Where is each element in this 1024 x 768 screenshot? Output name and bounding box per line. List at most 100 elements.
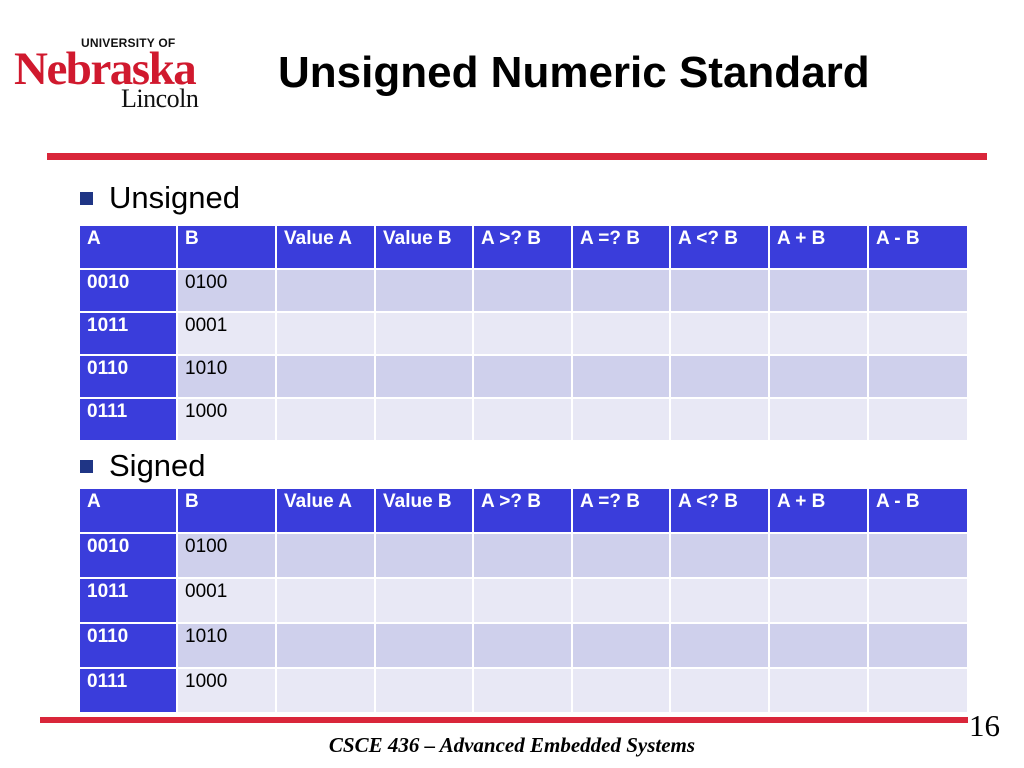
empty-cell <box>275 311 376 356</box>
signed-table: A B Value A Value B A >? B A =? B A <? B… <box>78 487 969 714</box>
square-bullet-icon <box>80 459 93 473</box>
header-cell: A + B <box>768 224 869 270</box>
cell-a: 1011 <box>78 577 178 624</box>
square-bullet-icon <box>80 191 93 205</box>
empty-cell <box>867 532 969 579</box>
header-cell: B <box>176 487 277 534</box>
cell-b: 0001 <box>176 311 277 356</box>
header-cell: Value A <box>275 224 376 270</box>
header-cell: Value B <box>374 224 474 270</box>
section-signed: Signed <box>80 448 206 484</box>
header-cell: B <box>176 224 277 270</box>
cell-a: 0110 <box>78 354 178 399</box>
empty-cell <box>669 667 770 714</box>
empty-cell <box>571 622 671 669</box>
empty-cell <box>275 397 376 442</box>
cell-b: 1000 <box>176 667 277 714</box>
header-cell: A >? B <box>472 224 573 270</box>
header-cell: A <? B <box>669 224 770 270</box>
empty-cell <box>768 397 869 442</box>
empty-cell <box>472 268 573 313</box>
cell-a: 0110 <box>78 622 178 669</box>
empty-cell <box>374 622 474 669</box>
empty-cell <box>472 667 573 714</box>
empty-cell <box>275 577 376 624</box>
section-label: Unsigned <box>109 180 240 215</box>
slide-title: Unsigned Numeric Standard <box>278 48 870 97</box>
table-row: 0010 0100 <box>78 532 969 579</box>
empty-cell <box>374 667 474 714</box>
empty-cell <box>275 622 376 669</box>
empty-cell <box>867 622 969 669</box>
title-divider <box>47 153 987 160</box>
empty-cell <box>472 311 573 356</box>
empty-cell <box>374 311 474 356</box>
header-cell: Value B <box>374 487 474 534</box>
empty-cell <box>571 354 671 399</box>
university-logo: UNIVERSITY OF Nebraska Lincoln <box>14 32 214 116</box>
header-cell: A <box>78 487 178 534</box>
empty-cell <box>571 667 671 714</box>
header-cell: A <box>78 224 178 270</box>
cell-b: 0001 <box>176 577 277 624</box>
empty-cell <box>768 577 869 624</box>
empty-cell <box>669 577 770 624</box>
page-number: 16 <box>969 708 1000 743</box>
logo-text-university: UNIVERSITY OF <box>81 36 176 50</box>
empty-cell <box>867 354 969 399</box>
empty-cell <box>472 532 573 579</box>
logo-text-nebraska: Nebraska <box>14 43 197 95</box>
empty-cell <box>472 622 573 669</box>
cell-a: 1011 <box>78 311 178 356</box>
header-cell: A + B <box>768 487 869 534</box>
cell-a: 0111 <box>78 397 178 442</box>
unsigned-table: A B Value A Value B A >? B A =? B A <? B… <box>78 224 969 442</box>
empty-cell <box>571 532 671 579</box>
cell-b: 0100 <box>176 268 277 313</box>
empty-cell <box>669 622 770 669</box>
cell-a: 0111 <box>78 667 178 714</box>
empty-cell <box>669 354 770 399</box>
empty-cell <box>374 397 474 442</box>
empty-cell <box>571 268 671 313</box>
table-row: 0111 1000 <box>78 397 969 442</box>
table-header-row: A B Value A Value B A >? B A =? B A <? B… <box>78 224 969 270</box>
footer-divider <box>40 717 968 723</box>
empty-cell <box>669 532 770 579</box>
header-cell: A >? B <box>472 487 573 534</box>
header-cell: A - B <box>867 224 969 270</box>
cell-a: 0010 <box>78 268 178 313</box>
cell-b: 1010 <box>176 622 277 669</box>
empty-cell <box>472 354 573 399</box>
cell-b: 1000 <box>176 397 277 442</box>
empty-cell <box>571 311 671 356</box>
section-unsigned: Unsigned <box>80 180 240 216</box>
empty-cell <box>768 268 869 313</box>
cell-b: 1010 <box>176 354 277 399</box>
empty-cell <box>374 532 474 579</box>
section-label: Signed <box>109 448 206 483</box>
empty-cell <box>768 622 869 669</box>
empty-cell <box>275 354 376 399</box>
empty-cell <box>867 311 969 356</box>
empty-cell <box>472 577 573 624</box>
empty-cell <box>768 354 869 399</box>
empty-cell <box>867 577 969 624</box>
cell-a: 0010 <box>78 532 178 579</box>
empty-cell <box>768 532 869 579</box>
table-row: 1011 0001 <box>78 577 969 624</box>
empty-cell <box>374 354 474 399</box>
header-cell: A <? B <box>669 487 770 534</box>
empty-cell <box>669 268 770 313</box>
table-row: 0111 1000 <box>78 667 969 714</box>
empty-cell <box>571 577 671 624</box>
logo-text-lincoln: Lincoln <box>121 84 199 113</box>
footer-course-title: CSCE 436 – Advanced Embedded Systems <box>328 733 696 757</box>
table-header-row: A B Value A Value B A >? B A =? B A <? B… <box>78 487 969 534</box>
empty-cell <box>374 268 474 313</box>
empty-cell <box>669 311 770 356</box>
empty-cell <box>768 667 869 714</box>
cell-b: 0100 <box>176 532 277 579</box>
empty-cell <box>867 397 969 442</box>
table-row: 0110 1010 <box>78 354 969 399</box>
